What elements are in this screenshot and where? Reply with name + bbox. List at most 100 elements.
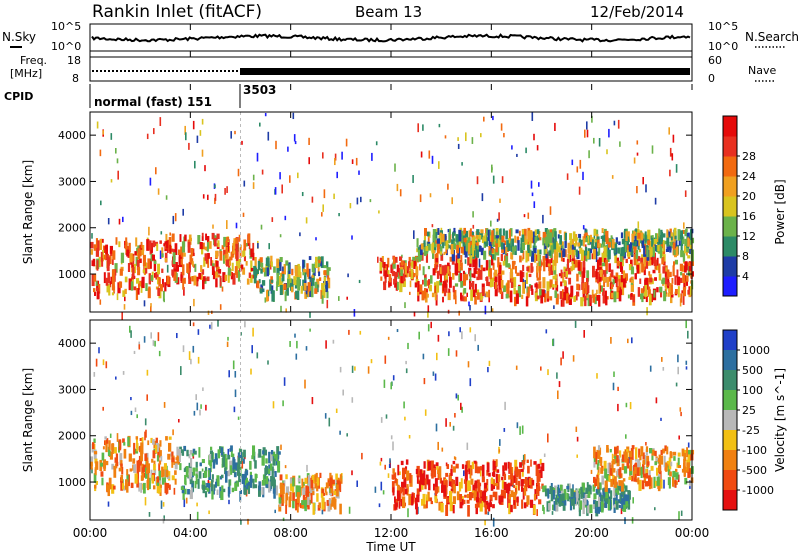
scatter-cell (172, 429, 174, 436)
echo-cell (471, 492, 474, 499)
echo-cell (687, 237, 690, 247)
scatter-cell (422, 124, 424, 131)
colorbar-tick-label: -100 (742, 444, 767, 457)
echo-cell (398, 267, 401, 277)
echo-cell (289, 491, 292, 501)
scatter-cell (244, 321, 246, 328)
echo-cell (309, 285, 313, 294)
echo-cell (201, 459, 205, 464)
echo-cell (474, 263, 477, 274)
scatter-cell (500, 123, 503, 131)
echo-cell (474, 295, 477, 305)
echo-cell (595, 276, 598, 283)
echo-cell (258, 481, 261, 491)
echo-cell (303, 283, 307, 291)
echo-cell (526, 495, 530, 505)
echo-cell (533, 247, 537, 254)
scatter-cell (221, 286, 224, 292)
echo-cell (243, 449, 246, 458)
scatter-cell (260, 224, 263, 230)
echo-cell (171, 475, 175, 481)
scatter-cell (472, 211, 474, 218)
scatter-cell (241, 140, 243, 145)
echo-cell (417, 290, 420, 302)
scatter-cell (438, 161, 440, 169)
echo-cell (484, 504, 488, 515)
echo-cell (270, 285, 274, 294)
scatter-cell (593, 137, 595, 144)
scatter-cell (399, 189, 402, 197)
colorbar-segment (723, 350, 737, 371)
scatter-cell (182, 345, 185, 353)
echo-cell (126, 474, 129, 482)
echo-cell (428, 479, 431, 491)
echo-cell (393, 256, 396, 265)
velocity-panel-frame (89, 319, 693, 521)
echo-cell (474, 243, 477, 256)
scatter-cell (645, 442, 647, 446)
scatter-cell (675, 164, 678, 173)
echo-cell (201, 236, 204, 241)
echo-cell (461, 464, 465, 469)
echo-cell (640, 293, 642, 300)
echo-cell (176, 265, 180, 272)
echo-cell (165, 436, 168, 441)
scatter-cell (488, 360, 491, 367)
echo-cell (666, 237, 670, 247)
echo-cell (159, 240, 162, 244)
echo-cell (598, 257, 602, 268)
echo-cell (199, 462, 202, 467)
echo-cell (159, 440, 162, 447)
echo-cell (473, 491, 477, 501)
colorbar-tick-label: -1000 (742, 484, 774, 497)
echo-cell (414, 255, 418, 267)
date-label: 12/Feb/2014 (590, 3, 684, 21)
echo-cell (500, 280, 504, 289)
scatter-cell (478, 258, 481, 268)
scatter-cell (382, 490, 385, 495)
echo-cell (225, 240, 228, 247)
echo-cell (95, 238, 99, 250)
echo-cell (467, 505, 470, 517)
echo-cell (687, 255, 691, 259)
echo-cell (689, 285, 693, 296)
scatter-cell (467, 361, 470, 368)
echo-cell (684, 230, 687, 237)
echo-cell (599, 457, 603, 463)
echo-cell (108, 482, 111, 490)
echo-cell (540, 295, 544, 304)
echo-cell (539, 249, 542, 255)
echo-cell (292, 500, 295, 509)
echo-cell (502, 285, 506, 293)
echo-cell (469, 228, 472, 237)
scatter-cell (558, 381, 561, 388)
echo-cell (654, 461, 658, 466)
echo-cell (483, 482, 488, 493)
echo-cell (212, 263, 215, 267)
echo-cell (513, 475, 516, 483)
echo-cell (216, 489, 219, 495)
echo-cell (653, 476, 656, 488)
scatter-cell (479, 470, 482, 477)
echo-cell (426, 494, 429, 501)
echo-cell (515, 468, 519, 478)
ytick-label: 3000 (58, 383, 86, 396)
scatter-cell (579, 159, 582, 169)
echo-cell (453, 483, 456, 494)
echo-cell (521, 486, 523, 492)
echo-cell (214, 271, 218, 278)
echo-cell (593, 493, 597, 500)
echo-cell (601, 262, 605, 267)
echo-cell (475, 504, 478, 515)
echo-cell (567, 253, 570, 263)
echo-cell (291, 481, 295, 493)
echo-cell (673, 456, 676, 461)
scatter-cell (557, 390, 559, 400)
echo-cell (248, 272, 252, 278)
echo-cell (276, 258, 280, 269)
echo-cell (173, 271, 177, 281)
echo-cell (452, 273, 455, 280)
echo-cell (514, 468, 517, 481)
echo-cell (608, 263, 611, 273)
echo-cell (624, 485, 628, 492)
